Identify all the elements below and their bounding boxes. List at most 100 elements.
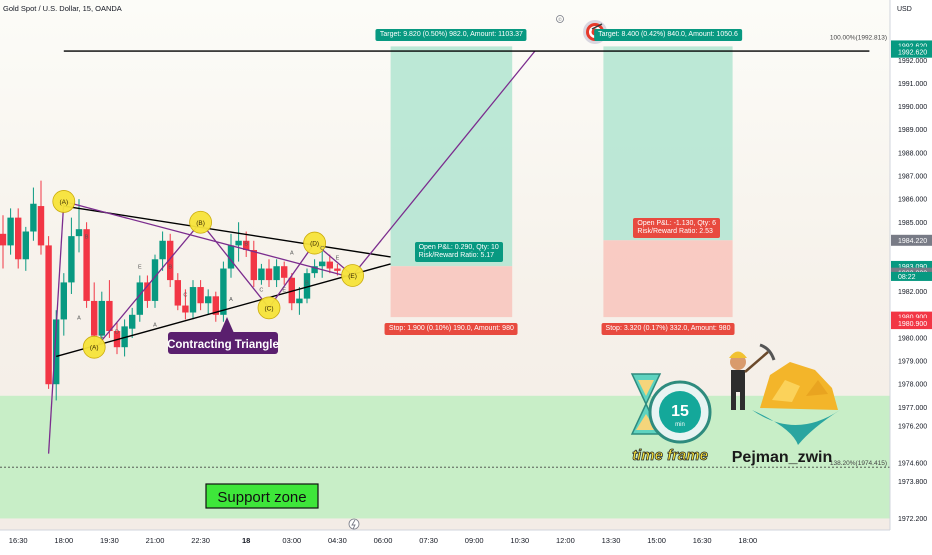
trendline[interactable] [93,221,202,350]
candle [311,259,318,278]
price-tag [891,234,932,246]
candle-body [159,240,166,260]
wave-point[interactable]: (E) [341,264,365,287]
currency-label: USD [897,6,912,13]
wave-circle [257,296,281,320]
pattern-label-box [168,332,278,354]
wave-label: (A) [59,199,68,206]
candle-body [37,206,45,246]
candle-body [106,300,113,332]
wave-label: (B) [196,220,205,227]
sub-wave-label: C [183,292,187,298]
wave-point[interactable]: (B) [189,210,213,234]
candle-body [121,326,128,348]
support-label-text: Support zone [217,489,306,506]
price-tag-label: 1983.090 [898,264,927,271]
position-1-stop-zone [390,266,513,318]
time-tick-label: 15:00 [647,536,666,545]
candle [296,287,303,315]
pattern-label: Contracting Triangle [167,317,279,354]
price-tag-label: 1984.220 [898,238,927,245]
position-1-stop-label-line: Stop: 1.900 (0.10%) 190.0, Amount: 980 [388,325,514,333]
candle [98,291,105,343]
sub-wave-label: D [115,329,119,335]
position-1-pnl-label-line: Risk/Reward Ratio: 5.17 [418,252,495,260]
time-tick-label: 03:00 [282,536,301,545]
wave-point[interactable]: (A) [82,335,106,359]
trendline[interactable] [47,201,65,454]
price-tick-label: 1980.000 [898,335,927,342]
sub-wave-label: A [290,251,294,257]
position-1-pnl-label-line: Open P&L: 0.290, Qty: 10 [418,244,499,252]
candle [303,268,311,304]
countdown-label: 08:22 [898,274,916,281]
candle [30,187,37,241]
candle [7,208,14,255]
trendline[interactable] [63,205,391,258]
candle-body [182,305,189,313]
wave-point[interactable]: (D) [303,231,327,255]
wave-label: (D) [310,241,319,248]
candle-body [30,203,37,232]
wave-circle [303,231,327,255]
price-tick-label: 1987.000 [898,173,927,180]
price-tag [891,311,932,323]
time-tick-label: 19:30 [100,536,119,545]
candle [129,307,136,338]
candle-body [296,298,303,304]
time-tick-label: 21:00 [146,536,165,545]
position-2-pnl-label: Open P&L: -1.130, Qty: 6 Risk/Reward Rati… [633,218,720,239]
time-tick-label: 09:00 [465,536,484,545]
wave-label: (C) [264,305,273,312]
sub-wave-label: B [244,241,248,247]
position-2-pnl-label-line: Risk/Reward Ratio: 2.53 [637,228,713,236]
trendline[interactable] [352,50,536,276]
wave-label: (E) [348,273,357,280]
price-tick-label: 1989.000 [898,127,927,134]
candle [273,259,280,288]
price-tick-label: 1988.000 [898,150,927,157]
candle [15,208,22,269]
wave-point[interactable]: (A) [52,190,76,213]
time-axis[interactable] [0,530,932,550]
position-1-target-label-line: Target: 9.820 (0.50%) 982.0, Amount: 110… [379,31,523,39]
candle [281,261,288,285]
wave-label: (A) [90,345,99,352]
fib-annotation: 100.00%(1992.813) [830,34,887,41]
candle-body [22,231,29,260]
candle [182,289,189,320]
price-tick-label: 1992.000 [898,58,927,65]
timeframe-caption: time frame [632,447,708,464]
timeframe-unit: min [675,422,685,428]
wave-circle [189,210,213,234]
candle [144,275,151,308]
candle-body [0,233,7,246]
price-tag [891,46,932,58]
wave-point[interactable]: (C) [257,296,281,320]
time-tick-label: 16:30 [9,536,28,545]
candle [174,273,181,311]
trendline[interactable] [63,200,353,279]
trendline[interactable] [200,221,270,309]
price-tick-label: 1977.000 [898,405,927,412]
trendline[interactable] [56,263,391,358]
candle-body [197,287,204,304]
time-tick-label: 12:00 [556,536,575,545]
candle [45,236,52,389]
symbol-title: Gold Spot / U.S. Dollar, 15, OANDA [3,4,122,13]
miner-helmet [729,351,747,358]
price-tick-label: 1974.600 [898,460,927,467]
time-tick-label: 18 [242,536,250,545]
candle-body [7,217,14,246]
trendline[interactable] [268,242,316,309]
price-tag-label: 1992.620 [898,50,927,57]
lightning-icon[interactable] [348,518,360,530]
candle-body [334,268,341,271]
price-tag-label: 1980.900 [898,321,927,328]
wave-circle [82,335,106,359]
candle-body [243,240,250,251]
candle-body [75,229,83,237]
sub-wave-label: A [153,322,157,328]
